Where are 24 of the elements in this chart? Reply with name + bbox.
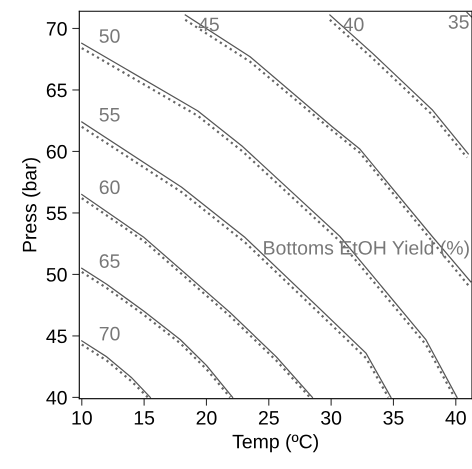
x-tick-label: 25: [258, 410, 279, 425]
y-tick-label: 60: [46, 144, 67, 159]
x-tick-label: 30: [321, 410, 342, 425]
x-tick-label: 10: [72, 410, 92, 425]
x-tick-label: 35: [383, 410, 404, 425]
series-label: 65: [100, 254, 120, 268]
series-label: 35: [448, 15, 469, 29]
y-tick-label: 70: [46, 22, 67, 36]
y-tick-label: 45: [46, 330, 67, 344]
y-axis-title: Press (bar): [22, 158, 40, 252]
x-tick-label: 20: [196, 410, 217, 425]
y-tick-label: 65: [46, 83, 67, 98]
series-label: 45: [198, 18, 219, 32]
x-tick-label: 40: [445, 410, 466, 425]
y-tick-label: 55: [46, 206, 67, 220]
x-axis-title: Temp (ºC): [232, 434, 318, 452]
series-label: 40: [343, 18, 364, 32]
series-label: 70: [100, 326, 120, 341]
y-tick-label: 50: [46, 268, 67, 282]
series-label: 50: [100, 29, 120, 43]
series-label: 55: [100, 108, 120, 122]
series-label: 60: [100, 180, 120, 194]
x-tick-label: 15: [134, 411, 154, 425]
y-tick-label: 40: [46, 390, 67, 405]
